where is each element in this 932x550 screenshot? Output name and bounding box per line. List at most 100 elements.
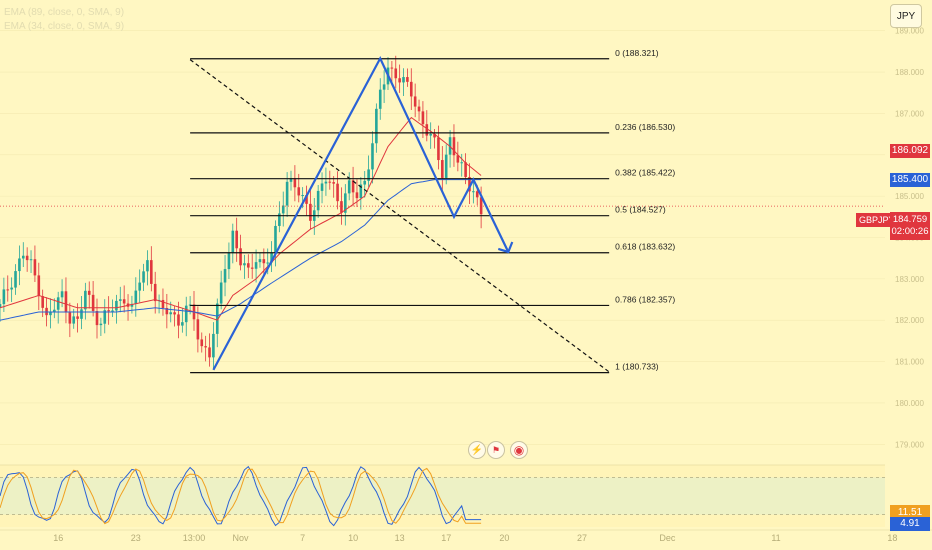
lightning-icon[interactable]: ⚡ [468,441,486,459]
candle-body [60,291,64,298]
price-tag-ema-slow: 185.400 [890,172,930,187]
fib-level-label: 0 (188.321) [615,48,659,58]
oscillator-slow-tag: 4.91 [890,516,930,531]
candle-body [215,303,219,334]
currency-button[interactable]: JPY [890,4,922,28]
candle-body [134,290,138,304]
fib-level-label: 0.618 (183.632) [615,242,675,252]
candle-body [274,225,277,253]
candle-body [212,333,215,358]
candle-body [266,262,270,264]
candle-body [14,271,17,288]
projection-path [212,55,510,371]
candle-body [29,259,33,261]
x-tick-label: 11 [771,533,780,543]
candle-body [41,296,44,308]
candle-body [142,271,145,283]
fib-level-label: 0.5 (184.527) [615,205,666,215]
candle-body [320,183,324,191]
candle-body [53,309,56,313]
candle-body [37,275,41,297]
candle-body [293,178,297,188]
x-tick-label: 13 [395,533,405,543]
candle-body [56,297,60,310]
arrow-head [497,241,514,254]
candle-body [479,197,483,215]
candle-body [258,259,262,263]
flag-icon[interactable]: ⚑ [487,441,505,459]
y-tick-label: 188.000 [895,68,924,77]
candle-body [196,319,200,340]
dashed-trendline [189,59,610,373]
x-tick-label: 27 [577,533,587,543]
oscillator-fast-tag: 11.51 [890,505,930,520]
candle-body [285,181,289,206]
indicator-legend[interactable]: EMA (89, close, 0, SMA, 9) EMA (34, clos… [4,6,124,34]
candle-body [429,134,432,136]
candle-body [390,67,394,69]
candle-body [208,347,211,358]
fib-level-label: 0.382 (185.422) [615,168,675,178]
candle-body [72,316,76,324]
ema-fast-line [0,116,482,321]
candle-body [49,312,52,316]
y-tick-label: 183.000 [895,275,924,284]
candle-body [328,181,332,183]
candle-body [270,252,273,263]
y-tick-label: 180.000 [895,399,924,408]
x-tick-label: 7 [300,533,305,543]
candle-body [165,308,169,315]
candle-body [239,248,242,266]
candle-body [421,111,425,125]
candle-body [472,191,475,193]
candle-body [10,287,13,290]
candle-body [173,312,176,315]
candle-body [33,259,37,276]
y-tick-label: 179.000 [895,440,924,449]
x-tick-label: 18 [887,533,897,543]
last-price-tag: 184.759 02:00:26 [890,212,930,240]
candle-body [0,304,2,308]
candle-body [21,255,25,259]
candle-body [91,294,95,312]
candle-body [219,282,223,304]
x-tick-label: Dec [659,533,676,543]
candle-body [332,182,335,184]
candle-body [80,309,83,319]
candle-body [231,230,235,253]
candle-body [99,323,103,326]
oscillator-slow-line [0,467,482,525]
candle-body [200,339,204,347]
fib-level-label: 0.236 (186.530) [615,122,675,132]
symbol-label: GBPJPY [856,213,898,227]
candle-body [122,299,126,304]
candle-body [394,68,398,79]
candle-body [301,195,304,197]
record-icon[interactable]: ◉ [510,441,528,459]
candle-body [316,190,320,211]
candle-body [367,169,370,181]
y-tick-label: 185.000 [895,192,924,201]
candle-body [340,201,343,213]
candle-body [452,137,456,156]
candle-body [378,89,382,109]
candle-body [336,183,339,202]
candle-body [468,177,471,192]
candle-body [235,230,238,249]
candle-body [184,305,188,323]
candle-body [2,289,6,305]
candle-body [150,260,153,284]
candle-body [409,81,413,97]
ema-slow-line [0,179,482,321]
candle-body [68,312,72,324]
candle-body [475,191,479,198]
candle-body [161,299,165,309]
x-tick-label: 16 [53,533,63,543]
candle-body [87,290,91,295]
candle-body [375,108,378,144]
candle-body [281,205,285,214]
candle-body [254,262,258,269]
candle-body [227,252,231,270]
candle-body [262,259,266,264]
